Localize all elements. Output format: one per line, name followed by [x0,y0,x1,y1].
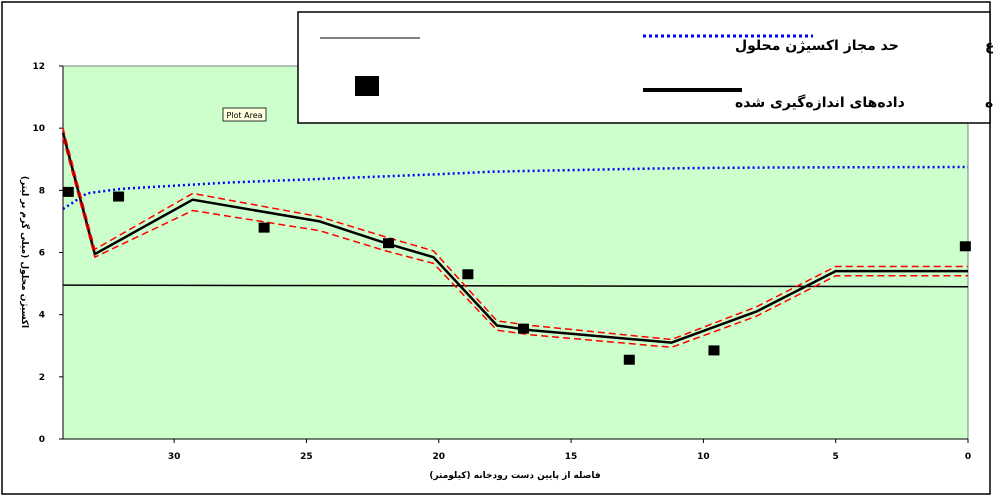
legend-label-saturation: حد اکسیژن اشباع [985,38,993,54]
y-axis-title: اکسیژن محلول (میلی گرم بر لیتر) [19,176,31,328]
y-tick-label: 2 [39,373,45,383]
series-allowable-line [62,284,969,288]
y-tick-label: 8 [39,186,45,196]
x-tick-label: 25 [300,452,313,462]
series-layer [61,128,969,349]
legend[interactable]: حد اکسیژن اشباع حد مجاز اکسیژن محلول اکس… [297,11,993,124]
y-tick-label: 4 [39,311,45,321]
measured-point [959,241,971,252]
legend-key-measured [355,76,379,96]
x-tick-label: 10 [697,452,710,462]
series-band-line-3 [62,128,968,341]
legend-label-allowable: حد مجاز اکسیژن محلول [735,38,899,54]
measured-point [258,222,270,233]
svg-text:Plot Area: Plot Area [226,111,262,120]
x-axis-title: فاصله از پایین دست رودخانه (کیلومتر) [429,471,600,481]
x-tick-label: 30 [168,452,181,462]
measured-point [462,269,474,280]
measured-point [517,323,529,334]
series-band-line-4 [62,137,968,349]
x-tick-label: 15 [565,452,578,462]
legend-label-simulated: اکسیژن محلول شبیه‌سازی شده [985,95,993,111]
measured-point [113,191,125,202]
y-axis: 0 2 4 6 8 10 12 [32,62,64,445]
x-axis: 30 25 20 15 10 5 0 [63,438,971,462]
y-tick-label: 12 [32,62,45,72]
measured-point [708,345,720,356]
legend-box [297,11,991,124]
series-simulated-line [61,132,968,344]
y-tick-label: 10 [32,124,45,134]
y-tick-label: 0 [39,435,45,445]
y-tick-label: 6 [39,249,45,259]
x-tick-label: 20 [432,452,445,462]
markers-layer [62,186,971,365]
measured-point [62,186,74,197]
x-tick-label: 0 [965,452,971,462]
measured-point [382,238,394,249]
measured-point [623,354,635,365]
x-tick-label: 5 [833,452,839,462]
plot-area[interactable] [62,65,969,440]
legend-label-measured: داده‌های اندازه‌گیری شده [735,94,905,111]
series-saturation-line [62,165,969,211]
plot-area-tooltip: Plot Area [222,107,267,122]
